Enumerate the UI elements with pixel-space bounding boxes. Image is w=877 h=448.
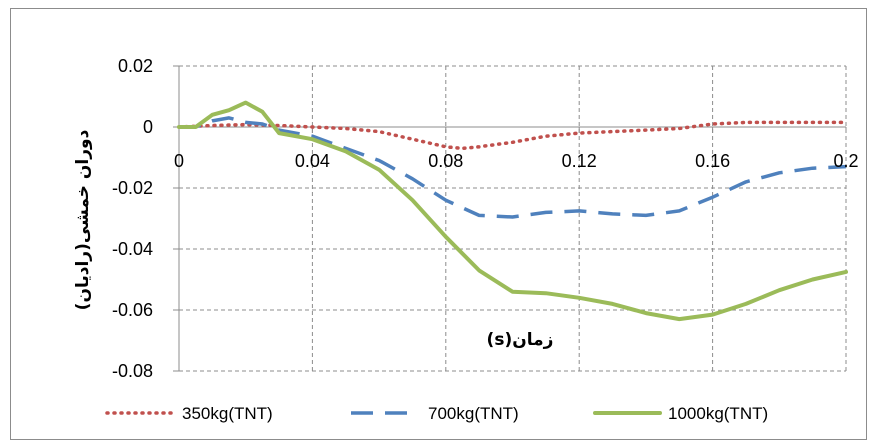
- y-tick-label: -0.06: [112, 300, 153, 320]
- legend-label-1: 350kg(TNT): [182, 404, 273, 423]
- legend-label-3: 1000kg(TNT): [668, 404, 768, 423]
- y-axis-title: دوران خمشی(رادیان): [73, 129, 93, 310]
- x-tick-label: 0.04: [295, 151, 330, 171]
- legend-label-2: 700kg(TNT): [428, 404, 519, 423]
- legend: 350kg(TNT) 700kg(TNT) 1000kg(TNT): [105, 404, 768, 423]
- y-tick-label: -0.02: [112, 178, 153, 198]
- chart-frame: [10, 8, 867, 440]
- x-tick-label: 0.12: [562, 151, 597, 171]
- x-tick-label: 0: [174, 151, 184, 171]
- y-tick-label: -0.08: [112, 361, 153, 381]
- x-axis-title: زمان(s): [487, 330, 554, 350]
- series-lines: [177, 100, 848, 322]
- y-tick-label: 0: [143, 117, 153, 137]
- series-line-3: [177, 100, 848, 322]
- y-tick-label: 0.02: [118, 56, 153, 76]
- x-tick-label: 0.2: [833, 151, 858, 171]
- y-tick-label: -0.04: [112, 239, 153, 259]
- x-tick-label: 0.16: [695, 151, 730, 171]
- tick-labels: 0.02 0 -0.02 -0.04 -0.06 -0.08 0 0.04 0.08 0.12 0.…: [112, 56, 859, 381]
- series-line-2: [179, 116, 847, 219]
- series-line-1: [177, 120, 848, 151]
- x-tick-label: 0.08: [428, 151, 463, 171]
